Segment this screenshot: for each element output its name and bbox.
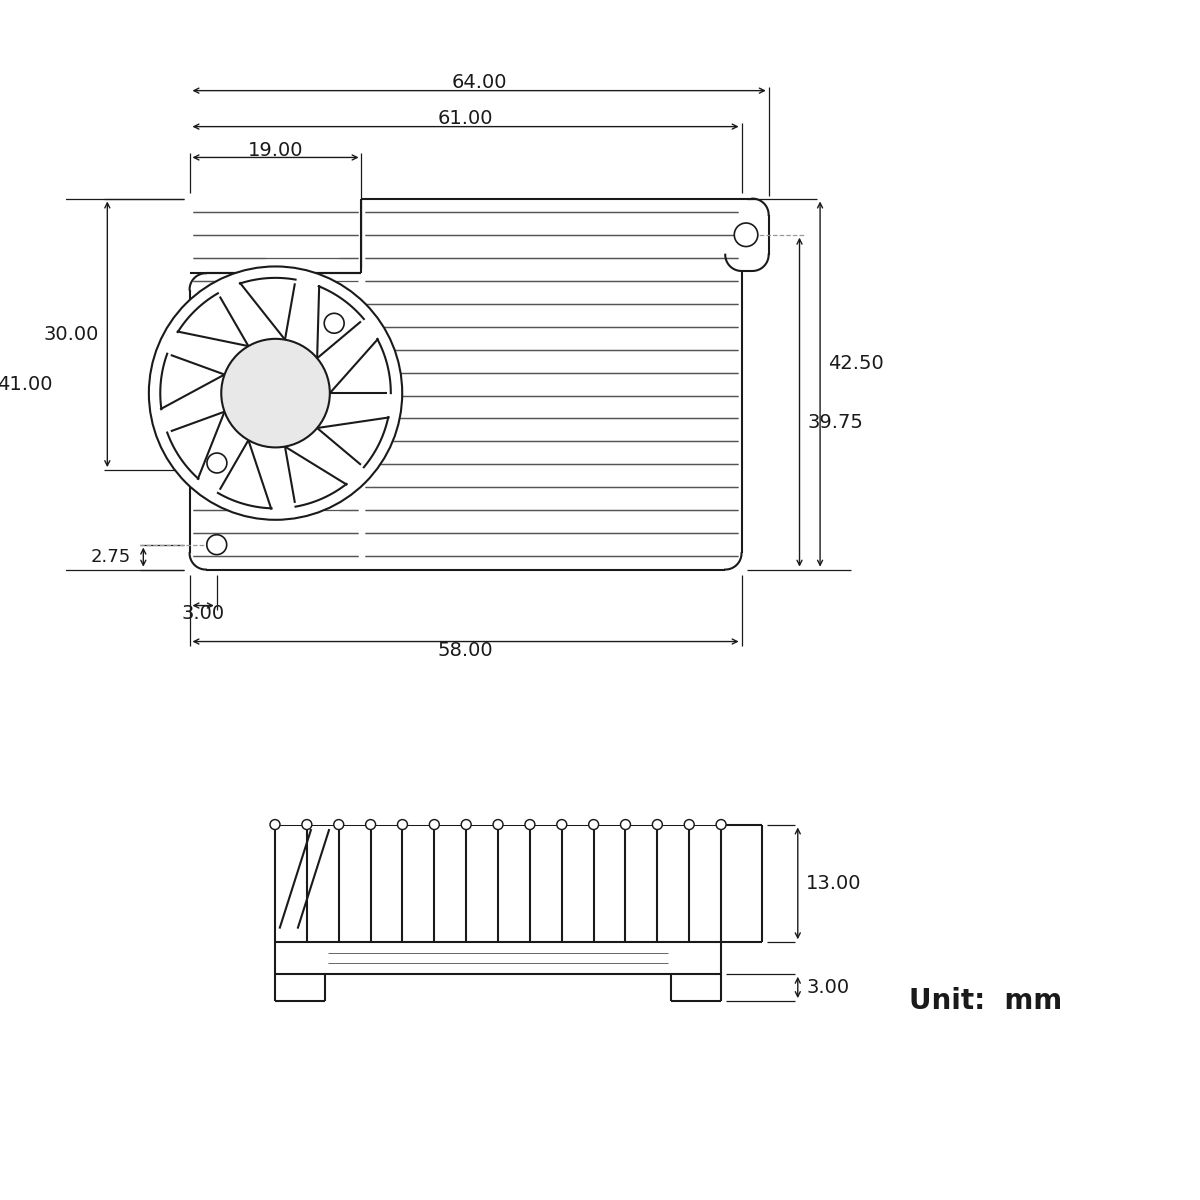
Circle shape [366,820,376,829]
Text: 19.00: 19.00 [247,140,304,160]
Circle shape [221,338,330,448]
Text: 58.00: 58.00 [438,641,493,660]
Circle shape [493,820,503,829]
Text: 13.00: 13.00 [806,874,862,893]
Text: 64.00: 64.00 [451,73,506,92]
Circle shape [206,535,227,554]
Circle shape [589,820,599,829]
Circle shape [461,820,472,829]
Circle shape [334,820,343,829]
Circle shape [524,820,535,829]
Text: 42.50: 42.50 [828,354,884,373]
Text: Unit:  mm: Unit: mm [910,986,1062,1015]
Circle shape [734,223,758,246]
Circle shape [653,820,662,829]
Circle shape [684,820,694,829]
Text: 2.75: 2.75 [91,548,131,566]
Text: 3.00: 3.00 [806,978,850,997]
Circle shape [620,820,630,829]
Circle shape [324,313,344,334]
Circle shape [716,820,726,829]
Circle shape [397,820,408,829]
Circle shape [270,820,280,829]
Text: 30.00: 30.00 [43,325,100,344]
Circle shape [430,820,439,829]
Circle shape [302,820,312,829]
Text: 39.75: 39.75 [808,413,864,432]
Text: 3.00: 3.00 [181,605,224,623]
Circle shape [206,454,227,473]
Text: 41.00: 41.00 [0,374,53,394]
Circle shape [557,820,566,829]
Circle shape [149,266,402,520]
Text: 61.00: 61.00 [438,109,493,128]
